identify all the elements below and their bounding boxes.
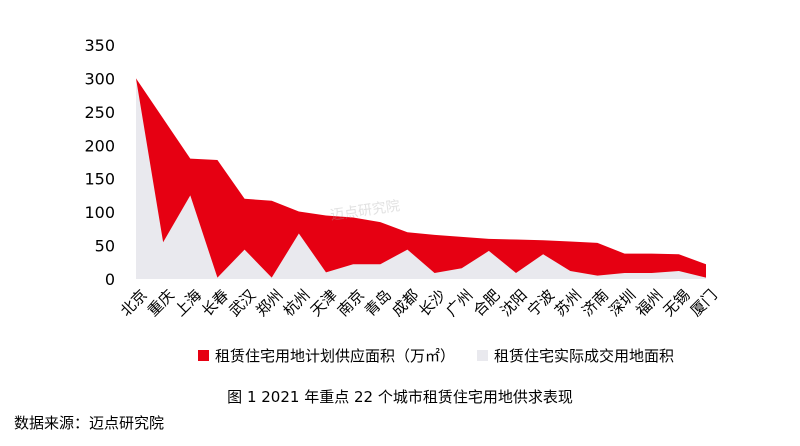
data-source: 数据来源：迈点研究院 <box>14 414 165 432</box>
x-tick-label: 天津 <box>307 286 341 320</box>
x-tick-label: 武汉 <box>225 286 259 320</box>
figure-caption: 图 1 2021 年重点 22 个城市租赁住宅用地供求表现 <box>227 388 573 406</box>
x-tick-label: 福州 <box>633 286 667 320</box>
series-area-planned <box>136 78 706 279</box>
y-tick-label: 300 <box>84 69 115 88</box>
area-chart: 0 50 100 150 200 250 300 350 北京重庆上海长春武汉郑州杭州天津南京… <box>84 36 721 320</box>
y-tick-label: 50 <box>95 237 115 256</box>
legend-label-actual: 租赁住宅实际成交用地面积 <box>494 347 675 365</box>
x-tick-label: 合肥 <box>470 286 504 320</box>
legend-item-actual: 租赁住宅实际成交用地面积 <box>477 345 674 366</box>
y-tick-label: 350 <box>84 36 115 55</box>
x-tick-label: 深圳 <box>605 286 639 320</box>
y-tick-label: 100 <box>84 203 115 222</box>
x-tick-label: 青岛 <box>361 286 395 320</box>
x-tick-label: 郑州 <box>253 286 287 320</box>
x-tick-label: 宁波 <box>524 286 558 320</box>
y-tick-label: 200 <box>84 136 115 155</box>
y-tick-label: 250 <box>84 103 115 122</box>
y-tick-label: 0 <box>105 270 115 289</box>
x-tick-label: 长春 <box>198 286 232 320</box>
y-axis-ticks: 0 50 100 150 200 250 300 350 <box>84 36 115 289</box>
y-tick-label: 150 <box>84 170 115 189</box>
legend: 租赁住宅用地计划供应面积（万㎡） 租赁住宅实际成交用地面积 <box>198 345 696 366</box>
x-tick-label: 苏州 <box>551 286 585 320</box>
x-tick-label: 成都 <box>388 286 422 320</box>
legend-swatch-planned <box>198 350 209 361</box>
x-tick-label: 杭州 <box>280 286 314 320</box>
plot-area <box>136 78 706 279</box>
x-tick-label: 上海 <box>171 286 205 320</box>
x-tick-label: 沈阳 <box>497 286 531 320</box>
x-tick-label: 无锡 <box>660 286 694 320</box>
legend-swatch-actual <box>477 350 489 361</box>
series-area-actual <box>136 78 706 279</box>
x-tick-label: 南京 <box>334 286 368 320</box>
x-tick-label: 北京 <box>117 286 151 320</box>
x-tick-label: 济南 <box>578 286 612 320</box>
x-axis-ticks: 北京重庆上海长春武汉郑州杭州天津南京青岛成都长沙广州合肥沈阳宁波苏州济南深圳福州… <box>117 286 721 320</box>
x-tick-label: 长沙 <box>415 286 449 320</box>
x-tick-label: 厦门 <box>687 286 721 320</box>
x-tick-label: 重庆 <box>144 286 178 320</box>
legend-label-planned: 租赁住宅用地计划供应面积（万㎡） <box>215 347 456 365</box>
legend-item-planned: 租赁住宅用地计划供应面积（万㎡） <box>198 345 455 366</box>
x-tick-label: 广州 <box>443 286 477 320</box>
